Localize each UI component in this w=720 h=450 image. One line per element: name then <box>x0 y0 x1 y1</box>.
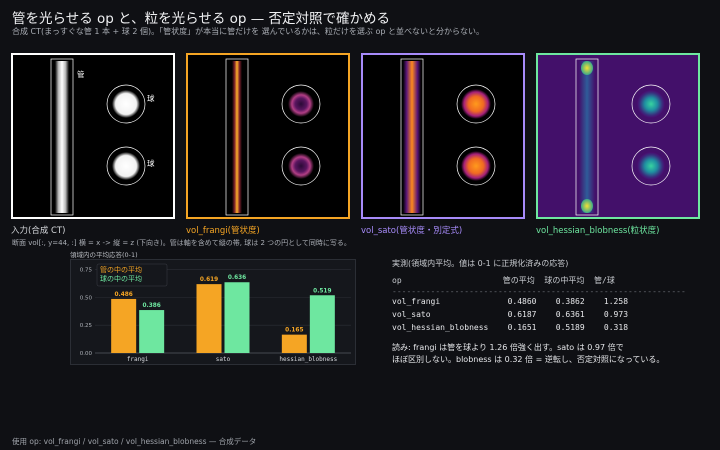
ball-top <box>288 91 314 117</box>
ball-bottom <box>637 152 665 180</box>
slice-note: 断面 vol[:, y=44, :] 横 = x -> 縦 = z (下向き)。… <box>12 239 351 247</box>
bar <box>281 334 307 353</box>
panel-label-frangi: vol_frangi(管状度) <box>186 226 260 236</box>
bar <box>224 282 250 353</box>
ball-top <box>637 90 665 118</box>
tube-roi <box>50 58 74 216</box>
ball-roi-bottom <box>631 146 671 186</box>
bar-value-label: 0.636 <box>228 275 246 281</box>
tube-cap-bottom <box>581 199 593 213</box>
panel-label-sato: vol_sato(管状度・別定式) <box>361 226 463 236</box>
table-header: op 管の平均 球の中平均 管/球 <box>392 276 615 285</box>
chart-title: 領域内の平均応答(0-1) <box>70 251 138 259</box>
ball-roi-bottom <box>106 146 146 186</box>
legend-entry: 管の中の平均 <box>100 265 142 274</box>
tube-roi <box>400 58 424 216</box>
bar-value-label: 0.619 <box>200 277 218 283</box>
tube-band <box>403 61 421 213</box>
bar-value-label: 0.486 <box>114 292 132 298</box>
sato-image <box>400 58 496 216</box>
x-tick-label: hessian_blobness <box>279 356 337 363</box>
ball-roi-top <box>106 84 146 124</box>
panel-input: 管 球 球 <box>11 53 175 219</box>
x-tick-label: frangi <box>127 356 149 363</box>
legend-box <box>96 263 168 287</box>
y-tick-label: 0.00 <box>80 351 93 357</box>
ball-roi-bottom <box>456 146 496 186</box>
legend-entry: 球の中の平均 <box>100 274 142 283</box>
footer-note: 使用 op: vol_frangi / vol_sato / vol_hessi… <box>12 437 257 446</box>
annot-ball: 球 <box>147 93 155 103</box>
annot-tube: 管 <box>77 69 85 79</box>
ball-roi-bottom <box>281 146 321 186</box>
bar-value-label: 0.165 <box>285 328 303 334</box>
bar <box>309 295 335 353</box>
ball-roi-top <box>281 84 321 124</box>
blobness-image <box>575 58 671 216</box>
tube-roi <box>225 58 249 216</box>
ball-roi-top <box>631 84 671 124</box>
panel-frangi <box>186 53 350 219</box>
input-image: 管 球 球 <box>50 58 155 216</box>
bar <box>196 284 222 353</box>
y-tick-label: 0.75 <box>80 268 93 274</box>
page-title: 管を光らせる op と、粒を光らせる op — 否定対照で確かめる <box>12 11 391 27</box>
ball-bottom <box>461 151 491 181</box>
ball-top <box>461 89 491 119</box>
ball-bottom <box>288 153 314 179</box>
tube-band <box>232 61 242 213</box>
tube-roi <box>575 58 599 216</box>
y-tick-label: 0.50 <box>80 295 93 301</box>
bar <box>139 310 165 353</box>
reading-line-2: ほぼ区別しない。blobness は 0.32 倍 = 逆転し、否定対照になって… <box>392 355 665 364</box>
page-subtitle: 合成 CT(まっすぐな管 1 本 + 球 2 個)。「管状度」が本当に管だけを … <box>12 27 484 36</box>
ball-roi-top <box>456 84 496 124</box>
bar <box>111 298 137 353</box>
table-row: vol_frangi 0.4860 0.3862 1.258 <box>392 297 629 306</box>
ball-bottom <box>112 152 140 180</box>
ball-top <box>112 90 140 118</box>
table-row: vol_sato 0.6187 0.6361 0.973 <box>392 310 629 319</box>
annot-ball-2: 球 <box>147 158 155 168</box>
frangi-image <box>225 58 321 216</box>
reading-line-1: 読み: frangi は管を球より 1.26 倍強く出す。sato は 0.97… <box>392 343 624 352</box>
tube-cap-top <box>581 61 593 75</box>
y-tick-label: 0.25 <box>80 323 93 329</box>
chart-container: 0.00 0.25 0.50 0.75 0.486 0.386 frangi 0.619 0.6… <box>70 259 356 365</box>
tube-band <box>55 61 69 213</box>
bar-value-label: 0.519 <box>313 288 331 294</box>
table-row: vol_hessian_blobness 0.1651 0.5189 0.318 <box>392 323 629 332</box>
panel-label-blobness: vol_hessian_blobness(粒状度) <box>536 226 660 236</box>
bar-chart: 0.00 0.25 0.50 0.75 0.486 0.386 frangi 0.619 0.6… <box>80 263 351 363</box>
table-title: 実測(領域内平均。値は 0-1 に正規化済みの応答) <box>392 259 569 268</box>
panel-sato <box>361 53 525 219</box>
table-rule: ----------------------------------------… <box>392 287 686 296</box>
bar-value-label: 0.386 <box>142 303 160 309</box>
panel-blobness <box>536 53 700 219</box>
tube-band <box>579 61 595 213</box>
panel-label-input: 入力(合成 CT) <box>11 226 66 236</box>
x-tick-label: sato <box>216 356 231 363</box>
